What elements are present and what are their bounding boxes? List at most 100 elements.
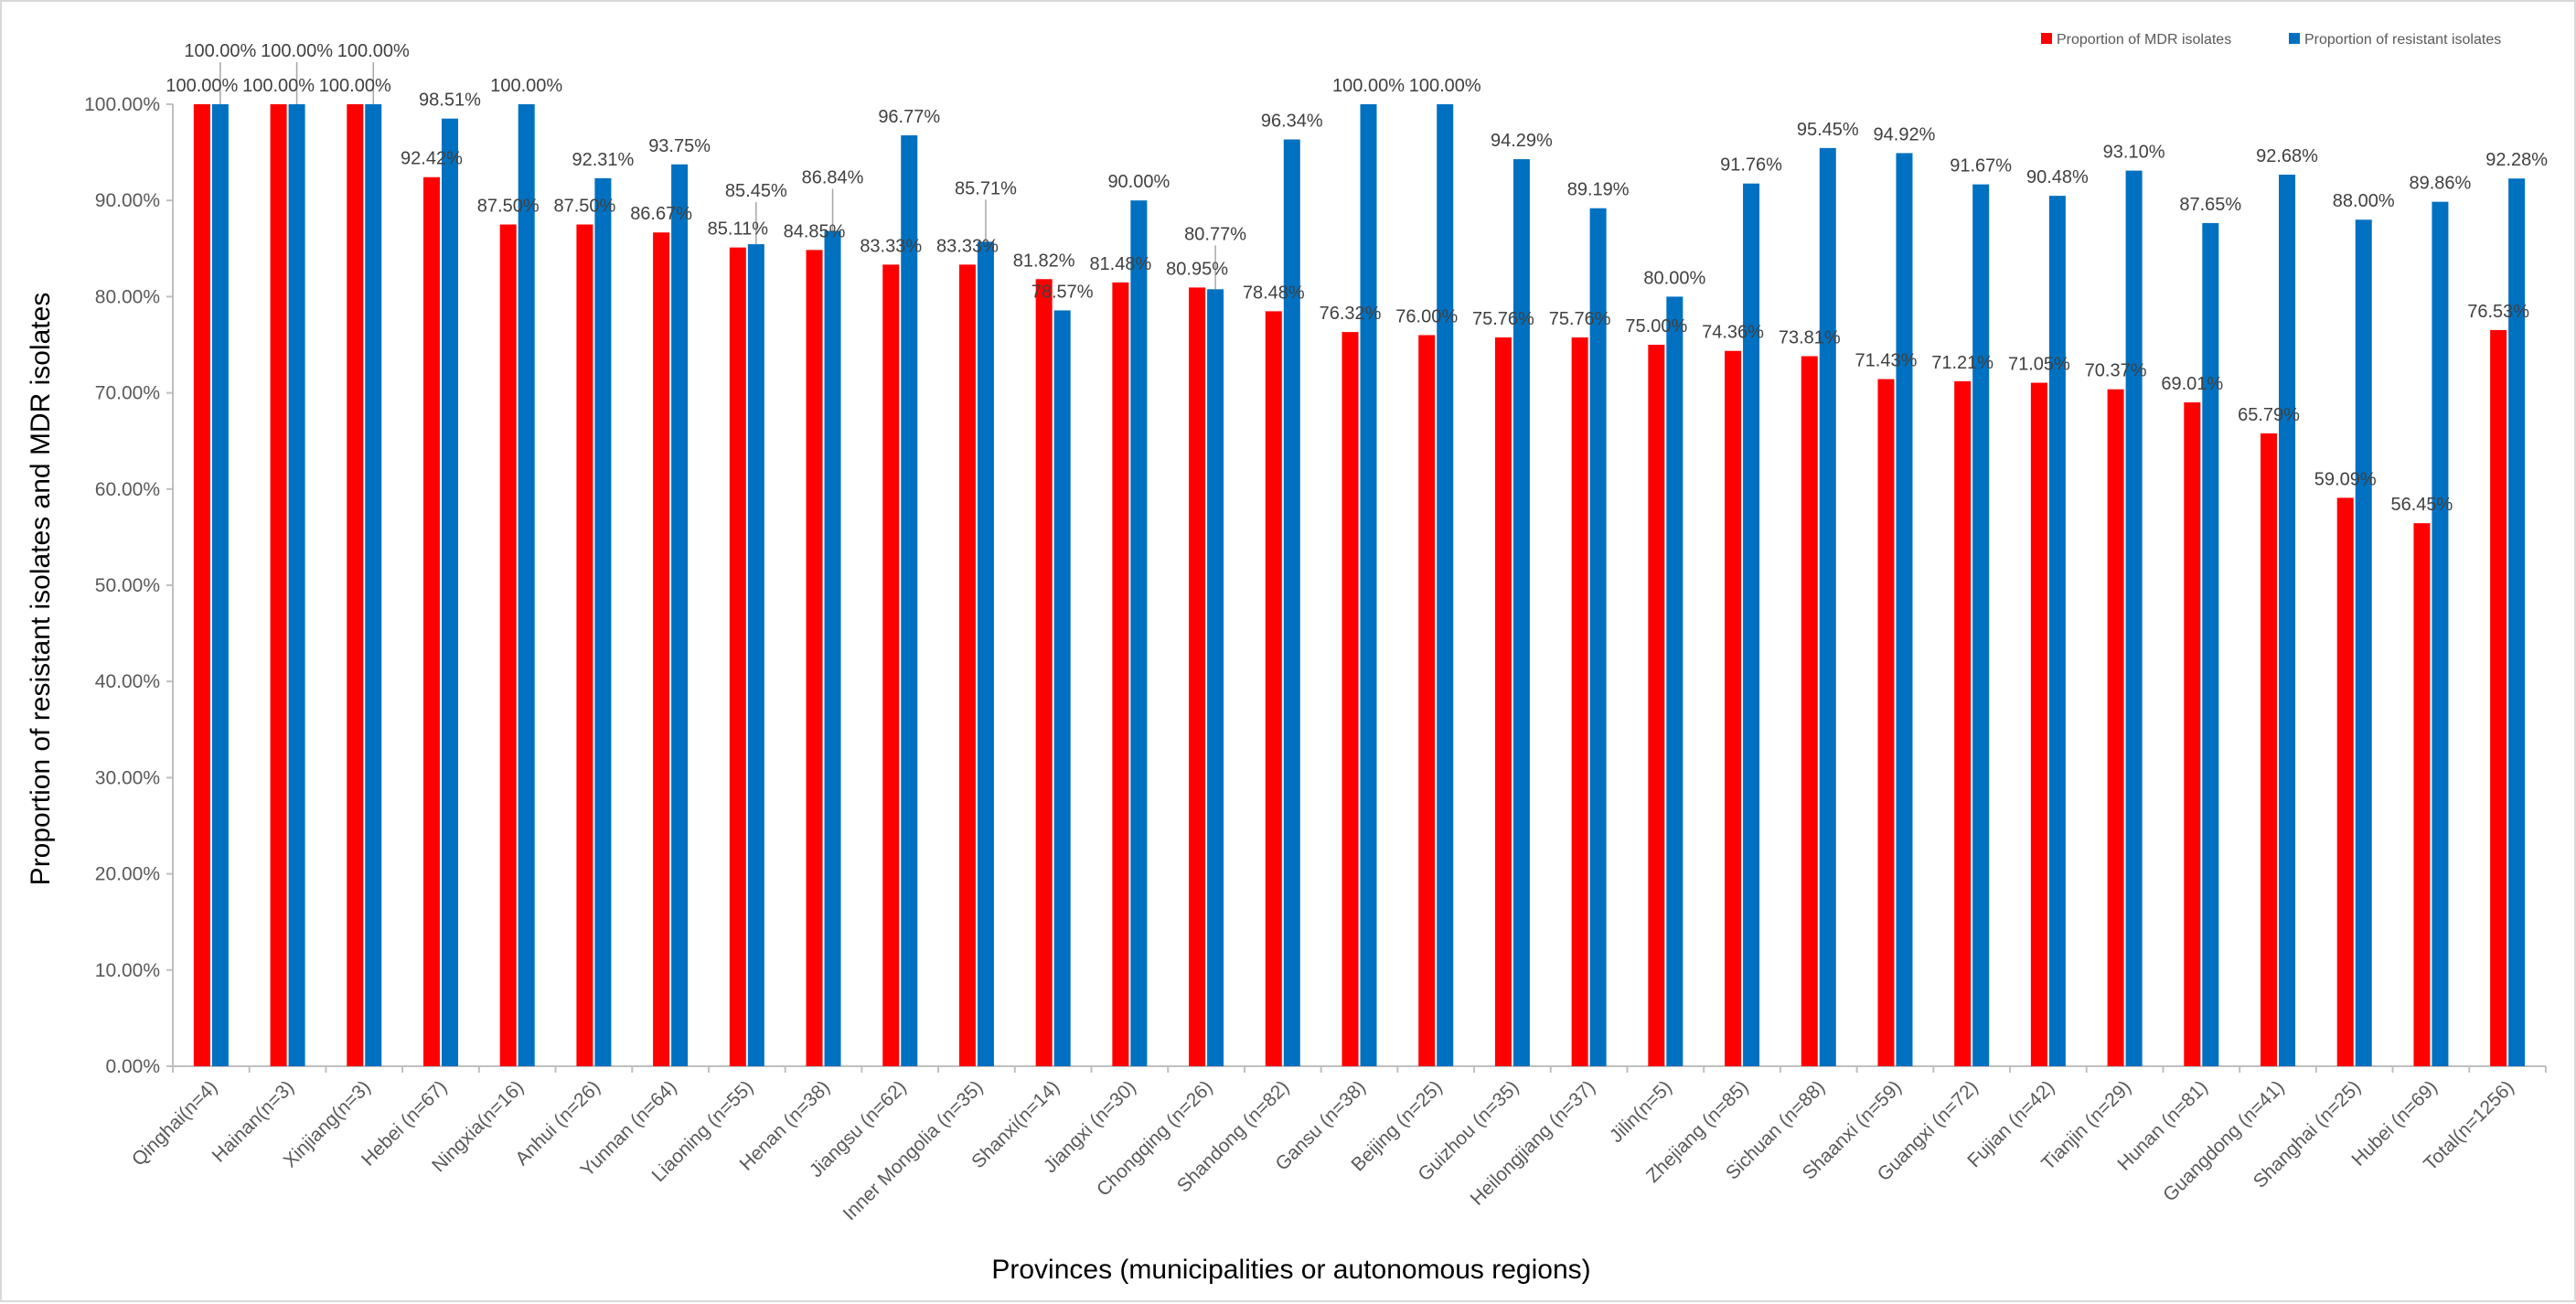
bar-resistant <box>1283 139 1300 1067</box>
y-tick-label: 90.00% <box>95 190 160 211</box>
leader-layer <box>219 62 1216 290</box>
bar-resistant <box>2508 178 2526 1066</box>
data-label-mdr: 75.00% <box>1625 316 1687 337</box>
data-label-mdr: 100.00% <box>166 76 238 96</box>
bar-resistant <box>1589 208 1607 1067</box>
bar-resistant <box>1053 310 1071 1066</box>
bar-mdr <box>1571 337 1588 1067</box>
legend-swatch-resistant <box>2289 33 2300 44</box>
y-axis-title: Proportion of resistant isolates and MDR… <box>26 293 56 886</box>
bar-mdr <box>499 224 517 1066</box>
bar-resistant <box>1207 289 1224 1067</box>
bar-resistant <box>2279 175 2296 1066</box>
bar-mdr <box>2030 382 2047 1067</box>
data-label-resistant: 94.29% <box>1491 131 1553 151</box>
legend-label-mdr: Proportion of MDR isolates <box>2057 32 2231 48</box>
data-label-resistant: 100.00% <box>490 76 562 96</box>
data-label-resistant: 78.57% <box>1031 282 1094 302</box>
bar-resistant <box>1130 200 1148 1066</box>
bar-resistant <box>594 177 612 1066</box>
data-label-mdr: 100.00% <box>242 76 315 96</box>
data-label-resistant: 86.84% <box>802 167 864 187</box>
data-label-resistant: 94.92% <box>1874 124 1936 144</box>
bar-mdr <box>1494 337 1512 1067</box>
bar-mdr <box>193 104 210 1066</box>
data-label-resistant: 90.00% <box>1107 172 1170 192</box>
data-label-resistant: 89.86% <box>2410 174 2472 194</box>
bar-mdr <box>347 104 364 1066</box>
bar-mdr <box>576 224 593 1066</box>
bar-mdr <box>2184 402 2201 1067</box>
bar-resistant <box>1743 183 1760 1066</box>
bar-resistant <box>288 104 305 1066</box>
data-label-mdr: 85.11% <box>708 219 769 240</box>
data-label-resistant: 96.77% <box>878 107 940 127</box>
bars-layer <box>193 104 2526 1067</box>
bar-mdr <box>1648 345 1665 1066</box>
bar-mdr <box>2107 389 2124 1066</box>
x-category-label: Heilongjiang (n=37) <box>1467 1076 1599 1209</box>
data-label-mdr: 87.50% <box>477 197 540 217</box>
bar-mdr <box>1189 287 1206 1066</box>
data-label-mdr: 75.76% <box>1549 309 1611 329</box>
data-label-mdr: 71.43% <box>1855 351 1918 371</box>
data-label-mdr: 86.67% <box>630 204 692 224</box>
bar-mdr <box>1112 282 1129 1066</box>
bar-mdr <box>729 247 746 1066</box>
bar-resistant <box>1512 159 1530 1066</box>
data-label-mdr: 71.21% <box>1931 353 1993 373</box>
y-tick-label: 60.00% <box>95 479 160 500</box>
data-label-mdr: 70.37% <box>2085 361 2147 381</box>
bar-resistant <box>441 118 458 1066</box>
bar-mdr <box>1035 279 1053 1066</box>
bar-mdr <box>1954 380 1972 1066</box>
bar-resistant <box>1972 184 1990 1067</box>
data-label-mdr: 56.45% <box>2391 495 2453 515</box>
bar-mdr <box>882 264 900 1066</box>
data-label-resistant: 87.65% <box>2179 195 2241 215</box>
legend-label-resistant: Proportion of resistant isolates <box>2304 32 2501 48</box>
data-label-resistant: 85.45% <box>725 181 787 201</box>
y-tick-label: 10.00% <box>95 960 160 981</box>
data-label-resistant: 90.48% <box>2026 167 2089 187</box>
data-label-mdr: 78.48% <box>1243 283 1305 303</box>
bar-resistant <box>977 241 994 1066</box>
x-category-label: Qinghai(n=4) <box>128 1076 222 1170</box>
bar-mdr <box>806 250 823 1066</box>
bar-resistant <box>1360 104 1377 1066</box>
y-tick-label: 20.00% <box>95 864 160 885</box>
x-category-label: Inner Mongolia (n=35) <box>839 1076 988 1224</box>
data-label-resistant: 100.00% <box>337 41 410 61</box>
data-label-mdr: 81.48% <box>1089 254 1151 274</box>
data-label-resistant: 92.31% <box>572 150 634 170</box>
data-label-mdr: 59.09% <box>2314 469 2377 489</box>
bar-resistant <box>211 104 229 1066</box>
bar-mdr <box>2413 523 2431 1066</box>
y-tick-label: 50.00% <box>95 575 160 596</box>
data-label-resistant: 80.77% <box>1184 224 1246 244</box>
data-label-resistant: 100.00% <box>184 41 256 61</box>
y-tick-label: 0.00% <box>105 1056 160 1077</box>
data-label-mdr: 83.33% <box>936 236 999 256</box>
data-label-mdr: 92.42% <box>401 149 463 169</box>
data-label-resistant: 92.28% <box>2485 150 2548 170</box>
data-label-resistant: 91.76% <box>1720 155 1782 176</box>
bar-mdr <box>422 176 440 1067</box>
legend-swatch-mdr <box>2041 33 2052 44</box>
data-label-mdr: 80.95% <box>1166 259 1228 279</box>
data-label-mdr: 100.00% <box>319 76 391 96</box>
y-tick-label: 100.00% <box>84 94 160 115</box>
data-label-resistant: 80.00% <box>1643 268 1705 288</box>
y-tick-label: 70.00% <box>95 383 160 404</box>
data-label-mdr: 76.00% <box>1395 306 1458 326</box>
bar-resistant <box>824 230 841 1066</box>
bar-mdr <box>1725 350 1742 1066</box>
bar-mdr <box>1265 311 1282 1067</box>
data-label-mdr: 83.33% <box>860 236 922 256</box>
bar-resistant <box>671 164 689 1066</box>
bar-resistant <box>2048 196 2066 1067</box>
x-axis-title: Provinces (municipalities or autonomous … <box>991 1255 1590 1285</box>
data-label-resistant: 88.00% <box>2333 191 2395 211</box>
bar-resistant <box>1437 104 1454 1066</box>
data-label-resistant: 91.67% <box>1950 156 2012 176</box>
